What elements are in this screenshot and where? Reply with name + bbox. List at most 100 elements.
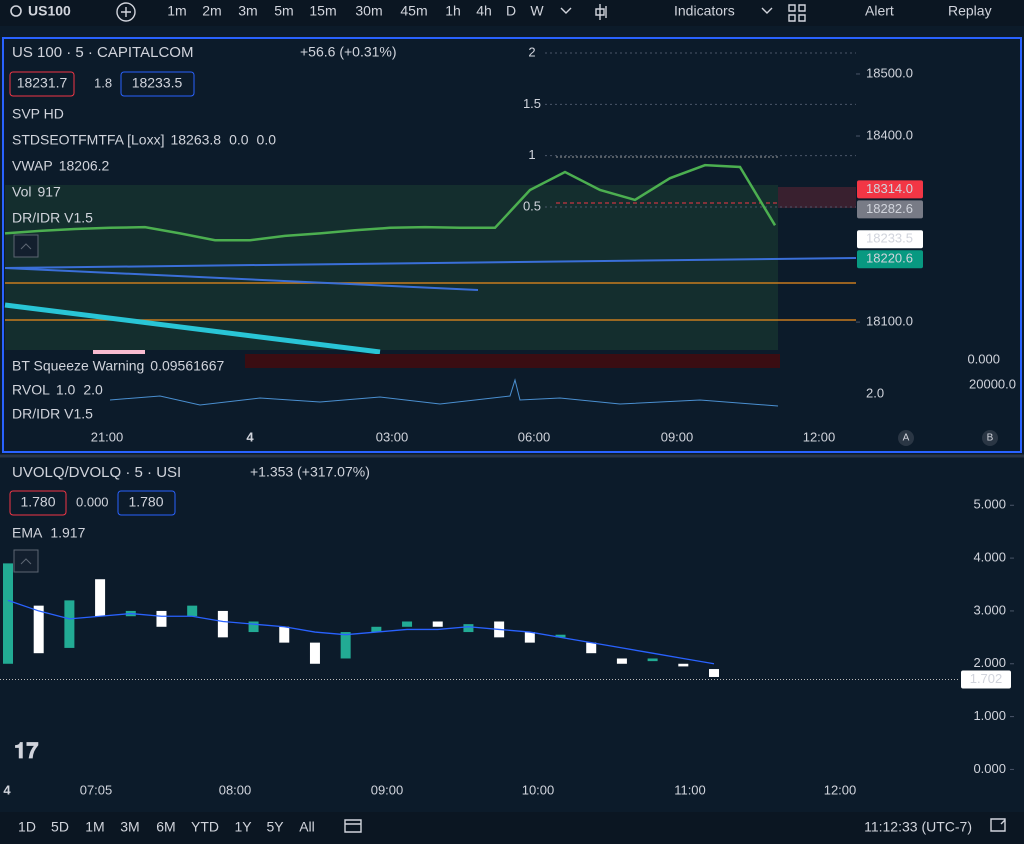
time-label: 12:00 [803,429,836,444]
chart-type[interactable] [595,4,607,20]
indicators-button[interactable]: Indicators [674,3,735,19]
legend-value: 18206.2 [59,158,110,174]
price-badge [857,250,923,269]
time-label: 4 [246,429,254,444]
range-button[interactable]: 5D [51,819,69,835]
candle [309,642,320,664]
price-tick-label: 18500.0 [866,65,913,80]
ask: 18233.5 [132,75,183,91]
marker[interactable] [898,430,914,446]
range-button[interactable]: 1D [18,819,36,835]
pane-title: UVOLQ/DVOLQ · 5 · USI [12,464,181,481]
value-tick-label: 4.000 [973,550,1006,565]
legend-name: EMA [12,525,43,541]
candle [33,605,44,654]
ask-box [117,490,176,516]
candle [340,632,351,659]
candle [95,579,106,617]
interval[interactable]: 30m [355,3,382,19]
price-tick-label: 18400.0 [866,127,913,142]
ask-box [120,71,195,97]
change: +1.353 (+317.07%) [250,464,370,480]
time-label: 21:00 [91,429,124,444]
interval[interactable]: 1m [167,3,186,19]
interval[interactable]: 5m [274,3,293,19]
legend-name: RVOL [12,382,50,398]
active-pane-border [2,37,1022,453]
range-button[interactable]: 5Y [266,819,284,835]
legend-name: DR/IDR V1.5 [12,210,93,226]
interval[interactable]: 3m [238,3,257,19]
candle [248,621,259,633]
price-tick-label: 18100.0 [866,314,913,329]
replay-button[interactable]: Replay [948,3,992,19]
price-badge [857,230,923,249]
candle [217,610,228,638]
time-label: 07:05 [80,782,113,797]
range-button[interactable]: 6M [156,819,175,835]
candle [432,621,443,627]
left-scale-label: 1.5 [523,96,541,111]
sub-axis-label: 20000.0 [969,376,1016,391]
ask: 1.780 [128,494,163,510]
range-button[interactable]: 1Y [234,819,252,835]
indicators-dropdown[interactable] [761,7,773,14]
marker-label: A [903,433,910,444]
price-badge-label: 18282.6 [866,201,913,216]
interval-dropdown[interactable] [560,7,572,14]
add-symbol[interactable] [116,2,136,22]
legend-value: 1.0 [56,382,76,398]
date-range-icon[interactable] [344,819,362,833]
candle [463,624,474,633]
time-label: 03:00 [376,429,409,444]
time-label: 12:00 [824,782,857,797]
sub-axis-label: 0.000 [967,351,1000,366]
ma-line [4,302,381,355]
legend-name: DR/IDR V1.5 [12,406,93,422]
legend-value: 917 [37,184,61,200]
value-tick-label: 1.000 [973,708,1006,723]
candle [371,626,382,633]
left-scale-label: 0.5 [523,198,541,213]
range-button[interactable]: 3M [120,819,139,835]
collapse-button[interactable] [13,234,39,258]
interval[interactable]: W [530,3,544,19]
legend-value: 0.0 [229,132,249,148]
legend-name: Vol [12,184,31,200]
price-badge-label: 18220.6 [866,251,913,266]
value-tick-label: 3.000 [973,602,1006,617]
interval[interactable]: 1h [445,3,461,19]
interval[interactable]: 45m [400,3,427,19]
range-button[interactable]: All [299,819,315,835]
layout-icon[interactable] [788,4,806,22]
legend-name: SVP HD [12,106,64,122]
marker[interactable] [982,430,998,446]
interval[interactable]: 15m [309,3,336,19]
price-badge [857,200,923,219]
collapse-button[interactable] [13,549,39,573]
legend-value: 0.09561667 [150,358,224,374]
price-line [4,163,777,242]
spread: 0.000 [76,494,109,509]
alert-button[interactable]: Alert [865,3,894,19]
candle [156,610,167,627]
legend-name: VWAP [12,158,53,174]
add-icon [121,7,131,17]
search-icon[interactable] [10,5,22,17]
range-button[interactable]: YTD [191,819,219,835]
symbol[interactable]: US100 [28,3,71,19]
price-badge-label: 18233.5 [866,231,913,246]
legend-value: 2.0 [83,382,103,398]
interval[interactable]: D [506,3,516,19]
candle [3,563,13,664]
interval[interactable]: 4h [476,3,492,19]
candle [647,658,658,662]
time-label: 10:00 [522,782,555,797]
fullscreen-icon[interactable] [990,818,1006,832]
value-tick-label: 2.000 [973,655,1006,670]
range-button[interactable]: 1M [85,819,104,835]
time-label: 09:00 [661,429,694,444]
interval[interactable]: 2m [202,3,221,19]
left-scale-label: 1 [528,147,535,162]
